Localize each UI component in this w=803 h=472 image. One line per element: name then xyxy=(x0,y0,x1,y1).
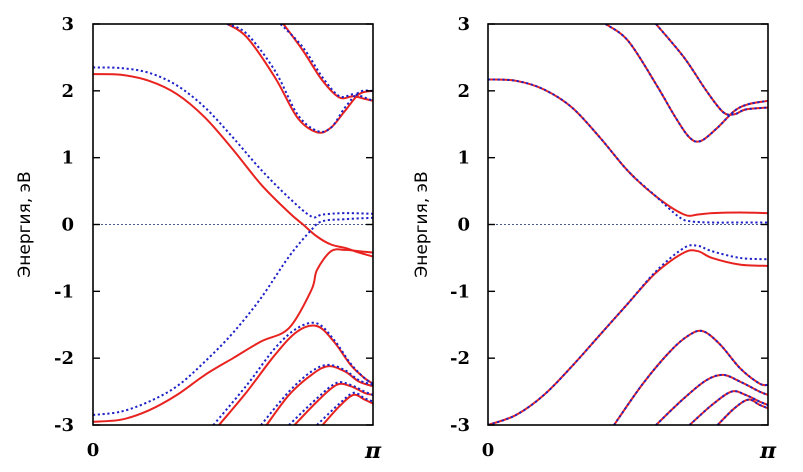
y-tick-label: 2 xyxy=(61,81,74,102)
x-tick-label: π xyxy=(759,438,777,464)
red-solid-band-6 xyxy=(293,382,373,425)
red-solid-band-6 xyxy=(688,390,768,425)
red-solid-band-0 xyxy=(488,78,768,217)
red-solid-band-1 xyxy=(93,248,373,423)
blue-dotted-band-13 xyxy=(260,363,373,425)
red-solid-band-3 xyxy=(655,24,768,116)
x-tick-label: 0 xyxy=(87,440,100,461)
blue-dotted-band-13 xyxy=(655,373,768,425)
blue-dotted-band-8 xyxy=(93,66,373,219)
left-panel: 3 2 1 0 -1 -2 -3 0 π Энергия, эВ xyxy=(15,14,382,464)
y-tick-label: 3 xyxy=(457,14,470,35)
x-tick-label: π xyxy=(364,438,382,464)
blue-dotted-band-12 xyxy=(613,329,768,425)
y-tick-label: 0 xyxy=(457,215,470,236)
y-tick-label: -2 xyxy=(54,348,74,369)
blue-dotted-band-14 xyxy=(688,390,768,425)
y-tick-label: -1 xyxy=(54,281,74,302)
red-solid-band-7 xyxy=(321,393,373,425)
x-tick-label: 0 xyxy=(482,440,495,461)
y-tick-label: 0 xyxy=(61,215,74,236)
y-tick-label: -3 xyxy=(54,415,74,436)
red-solid-band-7 xyxy=(716,398,768,425)
red-solid-band-3 xyxy=(282,24,373,102)
blue-dotted-band-10 xyxy=(604,24,768,143)
blue-dotted-band-9 xyxy=(93,216,373,416)
blue-dotted-band-15 xyxy=(716,398,768,425)
y-tick-label: 3 xyxy=(61,14,74,35)
y-tick-label: -3 xyxy=(450,415,470,436)
blue-dotted-band-12 xyxy=(212,321,373,425)
blue-dotted-band-9 xyxy=(488,244,768,425)
y-tick-label: 2 xyxy=(457,81,470,102)
red-solid-band-0 xyxy=(93,73,373,258)
blue-dotted-band-11 xyxy=(279,24,373,102)
y-axis-title: Энергия, эВ xyxy=(412,171,432,277)
blue-dotted-band-11 xyxy=(655,24,768,116)
y-axis-title: Энергия, эВ xyxy=(15,171,35,277)
y-tick-label: -2 xyxy=(450,348,470,369)
red-solid-band-4 xyxy=(613,329,768,425)
red-solid-band-5 xyxy=(265,365,373,425)
right-panel: 3 2 1 0 -1 -2 -3 0 π Энергия, эВ xyxy=(412,14,777,464)
red-solid-band-2 xyxy=(226,24,373,134)
blue-dotted-band-15 xyxy=(316,391,373,425)
red-solid-band-1 xyxy=(488,249,768,425)
series-group xyxy=(93,24,373,425)
y-tick-label: 1 xyxy=(61,148,74,169)
blue-dotted-band-14 xyxy=(288,381,373,425)
y-tick-label: -1 xyxy=(450,281,470,302)
series-group xyxy=(488,24,768,425)
y-tick-label: 1 xyxy=(457,148,470,169)
blue-dotted-band-10 xyxy=(226,24,373,133)
blue-dotted-band-8 xyxy=(488,78,768,224)
